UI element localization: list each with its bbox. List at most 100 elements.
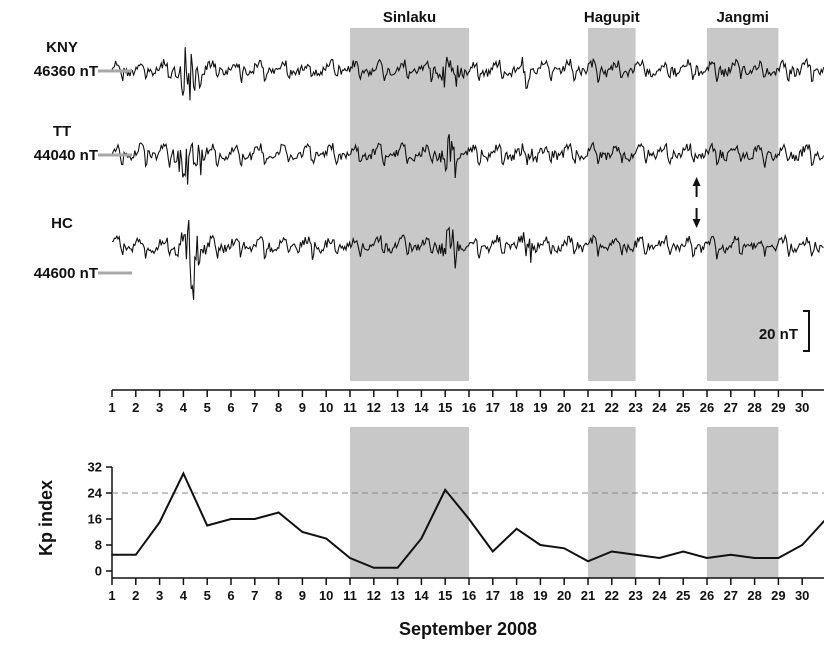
- kp-point: [777, 557, 780, 559]
- kp-x-tick-label: 22: [605, 588, 619, 603]
- kp-y-tick-label: 16: [88, 512, 102, 527]
- kp-point: [801, 544, 803, 546]
- magnetometer-traces: [111, 47, 824, 300]
- top-day-axis: 1 2 3 4 5 6 7 8 9 10 11 12 13 14 15 16 17 18 19 20 21 22 23 24 2…: [108, 389, 824, 415]
- top-axis-tick-label: 8: [275, 400, 282, 415]
- kp-x-tick-label: 4: [180, 588, 188, 603]
- station-baseline-hc: 44600 nT: [34, 265, 98, 282]
- kp-point: [539, 544, 542, 546]
- top-axis-tick-label: 5: [204, 400, 211, 415]
- kp-point: [730, 553, 732, 556]
- top-axis-tick-label: 20: [557, 400, 571, 415]
- shaded-period-hagupit: [588, 28, 636, 578]
- scale-bar: 20 nT: [759, 310, 810, 352]
- top-axis-tick-label: 23: [628, 400, 642, 415]
- top-axis-tick-label: 10: [319, 400, 333, 415]
- kp-y-axis-label: Kp index: [36, 480, 56, 556]
- kp-point: [135, 553, 137, 556]
- arrow-down-icon: [692, 219, 701, 228]
- kp-x-tick-label: 23: [628, 588, 642, 603]
- kp-y-tick-label: 0: [95, 564, 102, 579]
- top-axis-tick-label: 6: [227, 400, 234, 415]
- kp-point: [206, 524, 208, 527]
- kp-x-tick-label: 21: [581, 588, 595, 603]
- top-axis-tick-label: 15: [438, 400, 452, 415]
- x-axis-title: September 2008: [399, 619, 537, 639]
- top-axis-tick-label: 24: [652, 400, 667, 415]
- top-axis-tick-label: 17: [486, 400, 500, 415]
- top-axis-tick-label: 3: [156, 400, 163, 415]
- top-axis-tick-label: 22: [605, 400, 619, 415]
- station-name-tt: TT: [53, 123, 71, 140]
- kp-point: [277, 511, 280, 514]
- station-baseline-tt: 44040 nT: [34, 147, 98, 164]
- kp-x-tick-label: 24: [652, 588, 667, 603]
- kp-x-tick-label: 19: [533, 588, 547, 603]
- top-axis-tick-label: 11: [343, 400, 357, 415]
- kp-x-tick-label: 16: [462, 588, 476, 603]
- kp-x-tick-label: 2: [132, 588, 139, 603]
- kp-point: [349, 557, 351, 559]
- kp-x-tick-label: 1: [108, 588, 115, 603]
- kp-x-tick-label: 13: [390, 588, 404, 603]
- kp-point: [468, 518, 470, 520]
- station-name-kny: KNY: [46, 39, 78, 56]
- kp-x-tick-label: 14: [414, 588, 429, 603]
- kp-point: [658, 557, 661, 559]
- top-axis-tick-label: 4: [180, 400, 188, 415]
- trace-tt: [111, 134, 824, 185]
- typhoon-labels: Sinlaku Hagupit Jangmi: [383, 9, 769, 26]
- station-baseline-kny: 46360 nT: [34, 63, 98, 80]
- kp-point: [706, 557, 708, 559]
- kp-x-tick-label: 25: [676, 588, 690, 603]
- kp-x-tick-label: 11: [343, 588, 357, 603]
- panel-gap: [0, 381, 824, 427]
- period-label-hagupit: Hagupit: [584, 9, 640, 26]
- kp-x-tick-label: 10: [319, 588, 333, 603]
- kp-x-tick-label: 26: [700, 588, 714, 603]
- top-axis-tick-label: 28: [747, 400, 761, 415]
- kp-point: [111, 553, 113, 556]
- kp-point: [373, 566, 375, 569]
- top-axis-tick-label: 18: [509, 400, 523, 415]
- kp-x-tick-label: 9: [299, 588, 306, 603]
- kp-point: [158, 521, 161, 524]
- kp-x-tick-label: 7: [251, 588, 258, 603]
- top-axis-tick-label: 13: [390, 400, 404, 415]
- top-axis-tick-label: 27: [724, 400, 738, 415]
- kp-x-tick-label: 12: [367, 588, 381, 603]
- kp-x-tick-label: 5: [204, 588, 211, 603]
- kp-x-tick-label: 20: [557, 588, 571, 603]
- kp-point: [420, 537, 423, 540]
- top-axis-tick-label: 25: [676, 400, 690, 415]
- top-axis-tick-label: 2: [132, 400, 139, 415]
- kp-point: [254, 518, 256, 520]
- shaded-period-jangmi: [707, 28, 779, 578]
- kp-point: [515, 527, 518, 530]
- trace-hc: [111, 219, 824, 300]
- top-axis-tick-label: 29: [771, 400, 785, 415]
- kp-x-tick-label: 29: [771, 588, 785, 603]
- scale-bar-bracket: [803, 310, 810, 352]
- kp-x-tick-label: 18: [509, 588, 523, 603]
- top-axis-tick-label: 16: [462, 400, 476, 415]
- kp-point: [682, 550, 684, 553]
- kp-y-tick-label: 24: [88, 486, 103, 501]
- kp-y-tick-label: 32: [88, 460, 102, 475]
- shaded-period-sinlaku: [350, 28, 469, 578]
- kp-y-tick-label: 8: [95, 538, 102, 553]
- kp-point: [444, 488, 447, 491]
- top-axis-tick-label: 1: [108, 400, 115, 415]
- kp-point: [182, 472, 185, 475]
- period-label-jangmi: Jangmi: [716, 9, 769, 26]
- top-axis-tick-label: 9: [299, 400, 306, 415]
- top-axis-tick-label: 30: [795, 400, 809, 415]
- kp-point: [301, 531, 304, 533]
- kp-x-tick-label: 8: [275, 588, 282, 603]
- typhoon-shaded-periods: [0, 28, 824, 578]
- kp-point: [325, 537, 328, 540]
- anomaly-arrows: [692, 177, 701, 228]
- kp-point: [230, 518, 232, 520]
